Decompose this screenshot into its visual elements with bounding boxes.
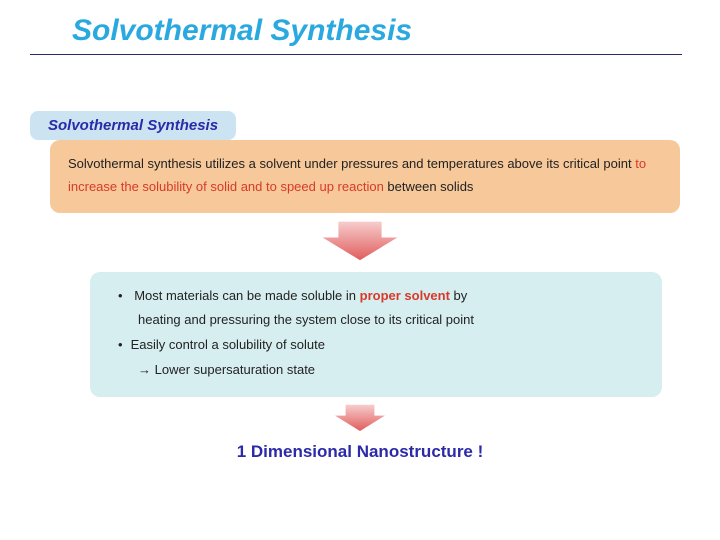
definition-post: between solids xyxy=(384,179,474,194)
definition-pre: Solvothermal synthesis utilizes a solven… xyxy=(68,156,635,171)
bullet-1-cont: heating and pressuring the system close … xyxy=(118,308,642,333)
bullets-box: Most materials can be made soluble in pr… xyxy=(90,272,662,397)
down-arrow-icon xyxy=(315,219,405,263)
definition-box: Solvothermal synthesis utilizes a solven… xyxy=(50,140,680,213)
conclusion-text: 1 Dimensional Nanostructure ! xyxy=(0,442,720,462)
down-arrow-icon xyxy=(330,403,390,433)
arrow-1-wrap xyxy=(0,219,720,268)
bullet-2: Easily control a solubility of solute xyxy=(118,333,642,358)
title-underline xyxy=(30,54,682,55)
bullet-1: Most materials can be made soluble in pr… xyxy=(118,284,642,309)
slide-title: Solvothermal Synthesis xyxy=(0,0,720,54)
section-header: Solvothermal Synthesis xyxy=(30,111,236,140)
bullet-1-post: by xyxy=(450,288,467,303)
bullet-1-pre: Most materials can be made soluble in xyxy=(134,288,359,303)
bullet-2-cont: → Lower supersaturation state xyxy=(118,358,642,383)
arrow-2-wrap xyxy=(0,403,720,438)
bullet-1-highlight: proper solvent xyxy=(360,288,450,303)
